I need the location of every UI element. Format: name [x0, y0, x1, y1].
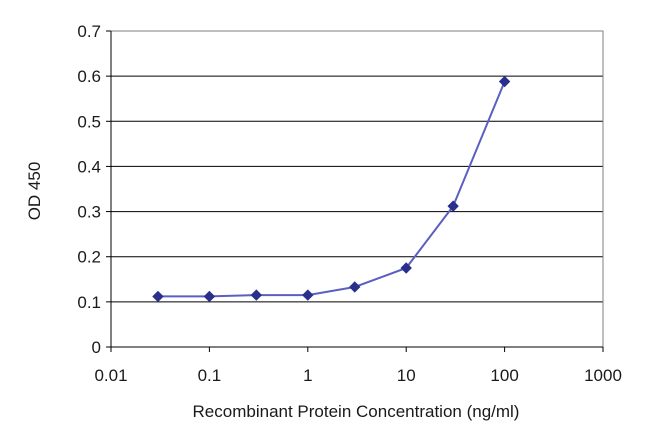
data-point-marker: [152, 290, 164, 303]
y-tick-label: 0.7: [77, 22, 101, 41]
data-point-marker: [349, 281, 361, 293]
x-tick-label: 0.01: [94, 366, 127, 385]
data-point-marker: [400, 262, 412, 274]
y-tick-label: 0.2: [77, 248, 101, 267]
data-point-marker: [447, 200, 459, 212]
y-tick-label: 0.1: [77, 293, 101, 312]
y-axis-tick-labels: 0 0.1 0.2 0.3 0.4 0.5 0.6 0.7: [77, 22, 111, 357]
x-axis-tick-labels: 0.01 0.1 1 10 100 1000: [94, 347, 622, 385]
x-tick-label: 1: [303, 366, 312, 385]
data-point-marker: [498, 75, 511, 88]
data-point-marker: [302, 289, 314, 301]
x-tick-label: 0.1: [198, 366, 222, 385]
y-tick-label: 0: [92, 338, 101, 357]
x-tick-label: 1000: [584, 366, 622, 385]
x-tick-label: 10: [397, 366, 416, 385]
y-tick-label: 0.5: [77, 112, 101, 131]
y-tick-label: 0.3: [77, 203, 101, 222]
x-axis-title: Recombinant Protein Concentration (ng/ml…: [193, 402, 520, 421]
data-point-marker: [250, 289, 263, 301]
series-line: [157, 81, 506, 298]
x-tick-label: 100: [490, 366, 518, 385]
y-tick-label: 0.6: [77, 67, 101, 86]
data-point-marker: [203, 290, 216, 303]
data-series: [152, 75, 511, 303]
y-tick-label: 0.4: [77, 157, 101, 176]
axes: [110, 31, 603, 348]
y-axis-title: OD 450: [25, 162, 44, 221]
